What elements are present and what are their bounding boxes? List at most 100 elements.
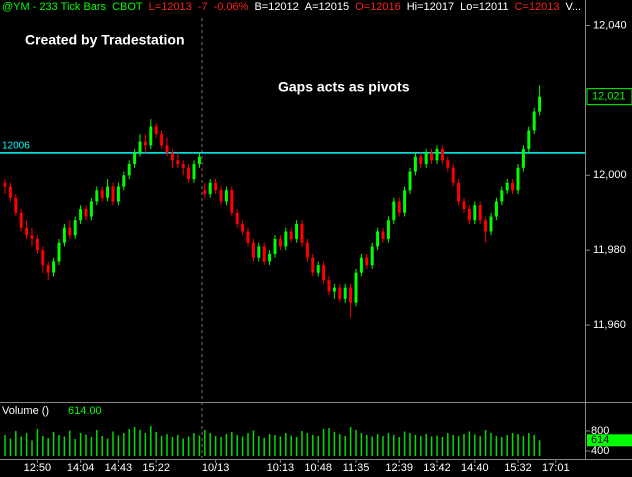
candle-body: [532, 111, 536, 131]
candle-body: [349, 287, 353, 303]
candle-body: [25, 227, 29, 236]
header-item: B=12012: [254, 1, 298, 13]
header-item: A=12015: [305, 1, 349, 13]
candle-body: [170, 152, 174, 161]
candle-body: [100, 190, 104, 198]
candle-body: [149, 126, 153, 146]
y-tick-label: 12,000: [593, 169, 627, 181]
candle-body: [268, 253, 272, 262]
candle-body: [424, 152, 428, 165]
candle-body: [289, 231, 293, 239]
header-item: -0.06%: [214, 1, 249, 13]
volume-tick-label: 800: [591, 425, 609, 437]
candle-body: [187, 167, 191, 180]
header-item: Hi=12017: [407, 1, 454, 13]
candle-body: [214, 182, 218, 191]
x-tick-label: 10/13: [202, 462, 230, 474]
candle-body: [516, 167, 520, 191]
candle-body: [160, 134, 164, 146]
candle-body: [111, 186, 115, 202]
candle-body: [440, 149, 444, 161]
header-item: V...: [566, 1, 582, 13]
candle-body: [30, 235, 34, 239]
x-tick-label: 14:40: [461, 462, 489, 474]
volume-tick-label: 400: [591, 445, 609, 457]
candle-body: [521, 149, 525, 168]
y-tick-label: 11,960: [593, 319, 626, 331]
y-tick-label: 12,040: [593, 19, 627, 31]
candle-body: [19, 212, 23, 228]
candle-body: [419, 156, 423, 165]
x-tick-label: 10:48: [304, 462, 332, 474]
header: @YM - 233 Tick Bars CBOT L=12013 -7 -0.06% B=…: [2, 1, 581, 13]
candle-body: [251, 242, 255, 258]
x-tick-label: 13:42: [423, 462, 451, 474]
candle-body: [262, 246, 266, 262]
candle-body: [278, 238, 282, 247]
candle-body: [489, 216, 493, 232]
candle-body: [133, 152, 137, 165]
candle-body: [41, 250, 45, 266]
candle-body: [376, 231, 380, 247]
candle-body: [505, 182, 509, 191]
y-tick-label: 11,980: [593, 244, 626, 256]
candle-body: [35, 238, 39, 251]
header-item: -7: [198, 1, 208, 13]
candle-body: [343, 287, 347, 299]
candle-body: [241, 223, 245, 232]
candle-body: [478, 205, 482, 221]
candle-body: [494, 201, 498, 217]
candle-body: [451, 167, 455, 183]
candle-body: [52, 261, 56, 273]
candle-body: [365, 257, 369, 266]
candle-body: [89, 201, 93, 217]
x-tick-label: 12:39: [385, 462, 413, 474]
candle-body: [462, 201, 466, 209]
candle-body: [500, 190, 504, 202]
candle-body: [143, 141, 147, 146]
candle-body: [386, 220, 390, 239]
candle-body: [219, 190, 223, 202]
candle-body: [79, 209, 83, 221]
x-tick-label: 14:43: [105, 462, 133, 474]
candle-body: [257, 246, 261, 258]
candle-body: [457, 182, 461, 202]
candle-body: [305, 242, 309, 258]
last-price-label: 12,021: [592, 91, 626, 103]
candle-body: [332, 287, 336, 292]
x-tick-label: 17:01: [542, 462, 570, 474]
volume-title: Volume (): [2, 405, 49, 417]
candle-body: [338, 287, 342, 299]
pivot-label: 12006: [2, 140, 30, 151]
header-item: O=12016: [355, 1, 401, 13]
x-tick-label: 15:22: [142, 462, 170, 474]
candle-body: [327, 280, 331, 292]
candle-body: [14, 197, 18, 213]
annotation: Gaps acts as pivots: [278, 79, 410, 95]
candle-body: [3, 182, 7, 187]
volume-last-label: 614: [591, 434, 609, 446]
candle-body: [273, 238, 277, 254]
candle-body: [203, 190, 207, 195]
candle-body: [68, 227, 72, 236]
candle-body: [73, 220, 77, 236]
candle-body: [197, 156, 201, 165]
candle-body: [392, 201, 396, 221]
candle-body: [46, 265, 50, 273]
x-tick-label: 15:32: [504, 462, 532, 474]
candle-body: [127, 164, 131, 176]
candle-body: [138, 141, 142, 153]
candle-body: [413, 156, 417, 172]
header-item: Lo=12011: [460, 1, 508, 13]
header-item: CBOT: [112, 1, 143, 13]
candle-body: [316, 265, 320, 273]
candle-body: [176, 160, 180, 165]
header-item: @YM - 233 Tick Bars: [2, 1, 107, 13]
candle-body: [106, 186, 110, 198]
candle-body: [381, 231, 385, 239]
candle-body: [538, 96, 542, 112]
candle-body: [300, 223, 304, 243]
candle-body: [322, 265, 326, 281]
candle-body: [435, 149, 439, 161]
candle-body: [446, 160, 450, 168]
